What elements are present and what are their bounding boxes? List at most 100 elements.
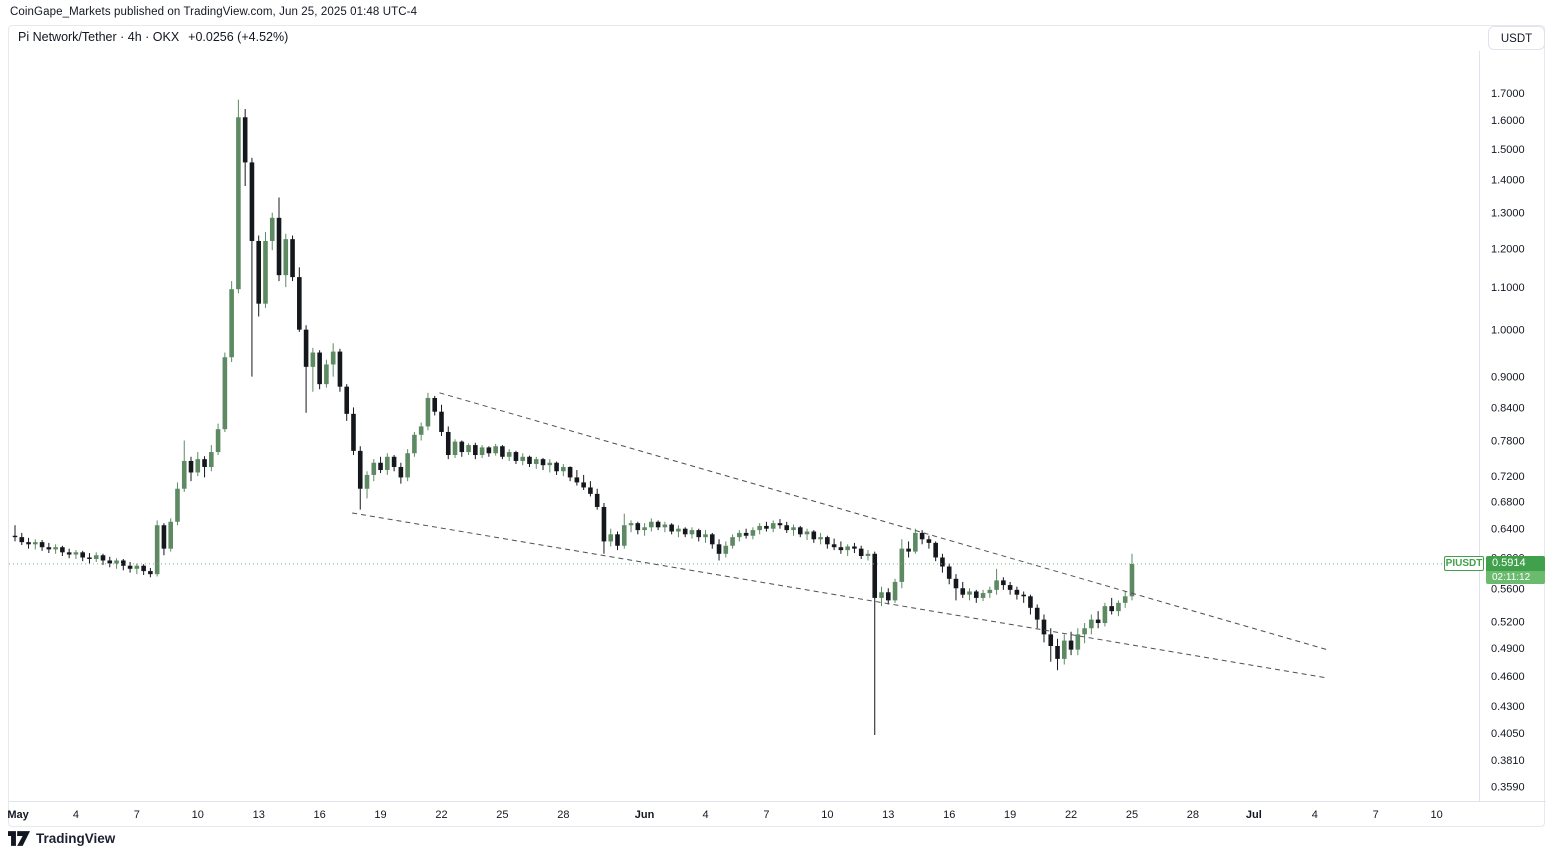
trendline-wedge-upper[interactable]: [439, 392, 1328, 651]
candle-down: [1034, 607, 1040, 620]
y-axis-label: 0.4300: [1491, 701, 1525, 713]
time-axis[interactable]: May 4 7 10 13 16 19 22 25 28 Jun 4 7 10 13 16 19 22 25 28 Ju…: [7, 809, 1442, 821]
y-axis-label: 0.9000: [1491, 372, 1525, 384]
candle-up: [1061, 640, 1067, 659]
candle-down: [80, 552, 85, 558]
candle-up: [547, 462, 553, 466]
candle-up: [479, 447, 485, 456]
candle-up: [209, 452, 214, 467]
candle-down: [127, 565, 133, 569]
candle-up: [466, 445, 471, 453]
candle-down: [960, 588, 966, 595]
candle-up: [236, 117, 241, 290]
candle-down: [973, 591, 979, 598]
tradingview-attribution[interactable]: TradingView: [8, 831, 115, 846]
candle-down: [351, 413, 356, 451]
candle-up: [967, 591, 972, 595]
candle-down: [276, 217, 282, 276]
y-axis-label: 1.3000: [1491, 208, 1525, 220]
candle-up: [730, 537, 735, 546]
candle-down: [588, 487, 593, 494]
candle-down: [1048, 634, 1054, 646]
y-axis-label: 0.4600: [1491, 671, 1525, 683]
candle-up: [229, 289, 234, 358]
x-axis-label: 4: [702, 809, 708, 821]
candle-up: [215, 429, 221, 453]
candle-down: [432, 397, 438, 412]
candle-down: [1055, 645, 1060, 659]
candle-up: [662, 524, 668, 528]
x-axis-label: 10: [192, 809, 204, 821]
symbol-title: Pi Network/Tether · 4h · OKX: [18, 30, 180, 44]
candle-down: [655, 521, 661, 528]
x-axis-label: 13: [253, 809, 265, 821]
candle-down: [46, 547, 52, 550]
candle-down: [764, 525, 769, 529]
x-axis-label: Jul: [1246, 809, 1262, 821]
candle-up: [1075, 634, 1081, 650]
candle-down: [919, 532, 925, 540]
price-change: +0.0256 (+4.52%): [188, 30, 289, 44]
candle-down: [317, 352, 322, 385]
x-axis-label: May: [7, 809, 29, 821]
candle-up: [412, 434, 417, 454]
candle-down: [696, 530, 702, 538]
x-axis-label: 7: [763, 809, 769, 821]
trendline-wedge-lower[interactable]: [352, 512, 1328, 679]
candle-up: [175, 488, 180, 522]
currency-button[interactable]: USDT: [1488, 26, 1545, 50]
candle-up: [899, 548, 905, 582]
candle-up: [168, 521, 174, 549]
y-axis-label: 1.1000: [1491, 282, 1525, 294]
plot-area[interactable]: [9, 99, 1447, 735]
candle-up: [493, 446, 498, 454]
candle-up: [134, 565, 140, 569]
candle-up: [385, 456, 390, 471]
candle-up: [994, 580, 999, 590]
candle-down: [107, 560, 113, 564]
candle-up: [689, 530, 695, 535]
candle-down: [486, 447, 492, 454]
candle-down: [202, 459, 207, 467]
candle-up: [222, 357, 228, 430]
x-axis-label: 28: [557, 809, 569, 821]
candle-down: [946, 566, 952, 579]
candle-down: [459, 441, 465, 453]
candle-down: [709, 534, 715, 545]
candle-up: [737, 532, 742, 538]
candle-up: [418, 426, 424, 435]
price-axis[interactable]: 1.7000 1.6000 1.5000 1.4000 1.3000 1.2000 1.10…: [1491, 88, 1525, 794]
candle-up: [425, 397, 431, 427]
candle-down: [831, 544, 837, 548]
candle-down: [716, 544, 722, 554]
candle-up: [1122, 596, 1128, 603]
candle-up: [520, 456, 526, 461]
candle-down: [391, 456, 397, 467]
candle-up: [1082, 628, 1087, 635]
candle-down: [811, 531, 817, 540]
x-axis-label: 22: [1065, 809, 1077, 821]
y-axis-label: 0.3810: [1491, 755, 1525, 767]
x-axis-label: 25: [496, 809, 508, 821]
candle-down: [1028, 596, 1033, 608]
candle-up: [980, 593, 986, 598]
y-axis-label: 0.6400: [1491, 524, 1525, 536]
symbol-header[interactable]: Pi Network/Tether · 4h · OKX +0.0256 (+4.…: [18, 30, 288, 44]
x-axis-label: 10: [821, 809, 833, 821]
candle-down: [337, 351, 343, 387]
candle-up: [621, 525, 627, 546]
candle-down: [885, 592, 891, 601]
candle-down: [527, 456, 532, 464]
candle-down: [39, 542, 45, 548]
candle-up: [818, 537, 823, 540]
candle-up: [987, 589, 993, 594]
x-axis-label: 16: [943, 809, 955, 821]
candle-up: [892, 581, 898, 601]
y-axis-label: 1.4000: [1491, 175, 1525, 187]
candle-down: [87, 557, 92, 559]
x-axis-label: 7: [1373, 809, 1379, 821]
candle-up: [283, 239, 289, 276]
candle-up: [1116, 602, 1121, 612]
candle-up: [649, 521, 654, 528]
